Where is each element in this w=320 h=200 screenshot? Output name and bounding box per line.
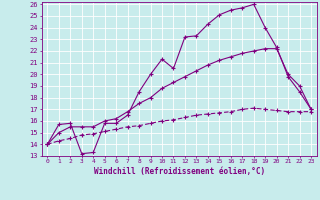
X-axis label: Windchill (Refroidissement éolien,°C): Windchill (Refroidissement éolien,°C) <box>94 167 265 176</box>
